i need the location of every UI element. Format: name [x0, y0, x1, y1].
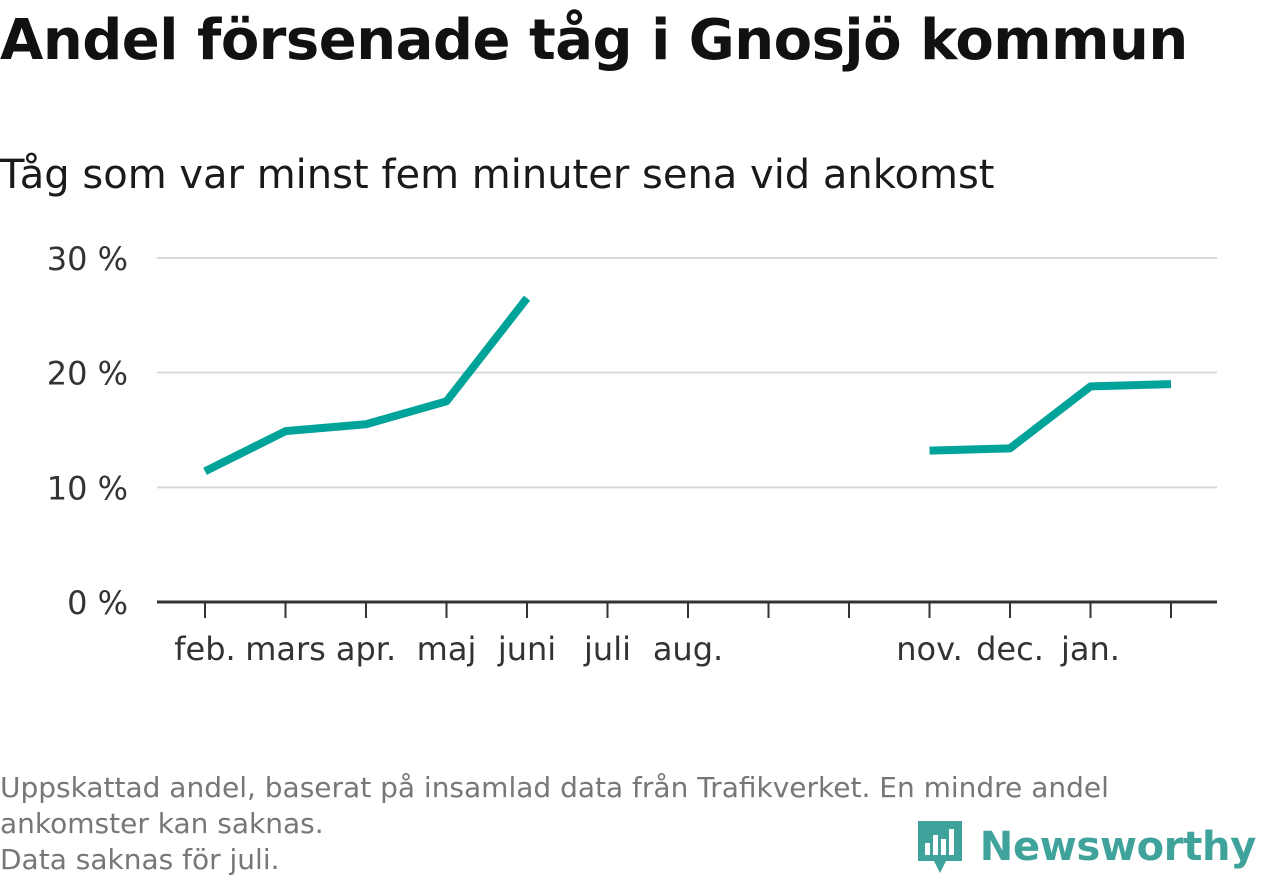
- chart-subtitle: Tåg som var minst fem minuter sena vid a…: [0, 152, 995, 198]
- y-tick-label: 20 %: [47, 355, 128, 393]
- footnote-line-3: Data saknas för juli.: [0, 843, 280, 876]
- y-tick-label: 0 %: [67, 584, 128, 622]
- series-lines: [203, 295, 1172, 475]
- x-tick-label: apr.: [336, 630, 396, 668]
- series-line-segment: [929, 380, 1172, 455]
- brand-name: Newsworthy: [979, 824, 1257, 870]
- x-tick-label: juni: [497, 630, 556, 668]
- x-tick-label: jan.: [1060, 630, 1120, 668]
- x-tick-label: mars: [245, 630, 326, 668]
- x-tick-label: nov.: [896, 630, 962, 668]
- x-tick-label: juli: [583, 630, 631, 668]
- y-tick-label: 10 %: [47, 469, 128, 507]
- y-axis-ticks: 0 % 10 % 20 % 30 %: [47, 240, 128, 622]
- grid-lines: [157, 257, 1217, 489]
- line-chart: 0 % 10 % 20 % 30 % feb. mars apr. maj juni juli a…: [47, 240, 1217, 668]
- brand-logo: Newsworthy: [914, 817, 1256, 877]
- series-line-segment: [203, 295, 531, 475]
- footnote: Uppskattad andel, baserat på insamlad da…: [0, 770, 1250, 878]
- x-tick-label: feb.: [174, 630, 235, 668]
- x-tick-label: dec.: [976, 630, 1044, 668]
- x-tick-label: maj: [417, 630, 477, 668]
- x-axis-ticks: feb. mars apr. maj juni juli aug. nov. dec. jan.: [174, 602, 1172, 668]
- x-tick-label: aug.: [653, 630, 723, 668]
- chart-title: Andel försenade tåg i Gnosjö kommun: [0, 8, 1188, 73]
- footnote-line-2: ankomster kan saknas.: [0, 807, 324, 840]
- newsworthy-logo-icon: [917, 821, 962, 873]
- footnote-line-1: Uppskattad andel, baserat på insamlad da…: [0, 771, 1109, 804]
- y-tick-label: 30 %: [47, 240, 128, 278]
